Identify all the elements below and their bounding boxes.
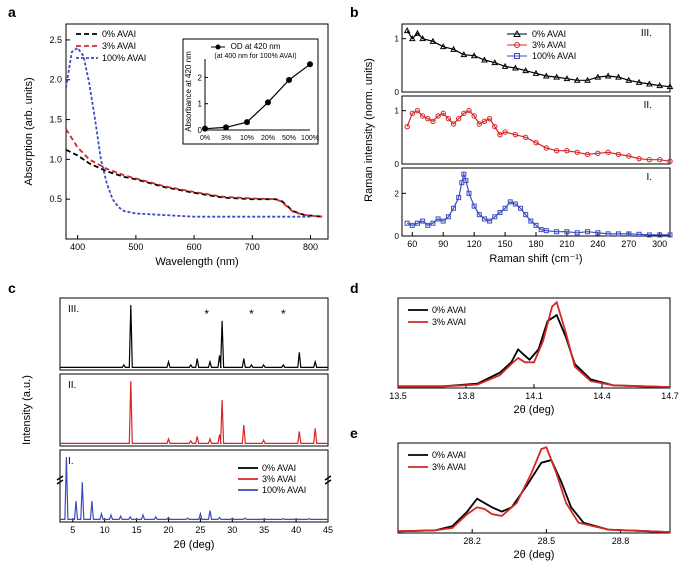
- svg-text:500: 500: [128, 242, 143, 252]
- svg-text:28.8: 28.8: [612, 536, 630, 546]
- svg-text:I.: I.: [646, 172, 652, 183]
- svg-text:III.: III.: [641, 28, 652, 39]
- svg-text:0%: 0%: [200, 135, 210, 142]
- svg-text:14.7: 14.7: [661, 391, 679, 401]
- svg-text:*: *: [204, 307, 209, 321]
- svg-text:OD at 420 nm: OD at 420 nm: [231, 42, 281, 51]
- svg-text:60: 60: [407, 239, 417, 249]
- svg-text:40: 40: [291, 525, 301, 535]
- panel-d-chart: 13.5 13.8 14.1 14.4 14.7 2θ (deg) 0% AVAI 3% AV…: [360, 290, 680, 420]
- svg-text:3%: 3%: [221, 135, 231, 142]
- panel-d-label: d: [350, 280, 359, 296]
- panel-b-chart: III. 1 0 II. 1 0 I. 2 0 60 90 120 150 180 210 240 270 300…: [360, 14, 680, 269]
- svg-text:0: 0: [198, 126, 203, 135]
- svg-text:100%: 100%: [301, 135, 319, 142]
- svg-text:3% AVAI: 3% AVAI: [432, 462, 466, 472]
- svg-text:3% AVAI: 3% AVAI: [262, 474, 296, 484]
- svg-text:100% AVAI: 100% AVAI: [102, 53, 146, 63]
- svg-text:III.: III.: [68, 304, 79, 315]
- svg-text:0: 0: [395, 232, 400, 241]
- svg-text:5: 5: [70, 525, 75, 535]
- svg-text:100% AVAI: 100% AVAI: [532, 51, 576, 61]
- svg-text:1: 1: [395, 35, 400, 44]
- svg-text:Wavelength (nm): Wavelength (nm): [155, 256, 238, 268]
- svg-text:2θ (deg): 2θ (deg): [514, 404, 555, 416]
- svg-text:10%: 10%: [240, 135, 254, 142]
- svg-text:0% AVAI: 0% AVAI: [532, 29, 566, 39]
- svg-text:2θ (deg): 2θ (deg): [174, 539, 215, 551]
- svg-text:1.0: 1.0: [49, 154, 62, 164]
- svg-text:II.: II.: [644, 100, 652, 111]
- svg-text:100% AVAI: 100% AVAI: [262, 485, 306, 495]
- svg-text:13.8: 13.8: [457, 391, 475, 401]
- svg-text:300: 300: [652, 239, 667, 249]
- svg-text:90: 90: [438, 239, 448, 249]
- svg-text:0: 0: [395, 160, 400, 169]
- svg-text:0.5: 0.5: [49, 194, 62, 204]
- svg-text:120: 120: [467, 239, 482, 249]
- svg-text:I.: I.: [68, 456, 74, 467]
- svg-text:Intensity (a.u.): Intensity (a.u.): [21, 375, 33, 445]
- svg-text:1: 1: [198, 100, 203, 109]
- svg-text:0% AVAI: 0% AVAI: [262, 463, 296, 473]
- svg-text:Raman intensity (norm. units): Raman intensity (norm. units): [363, 58, 375, 202]
- svg-text:3% AVAI: 3% AVAI: [532, 40, 566, 50]
- panel-e-chart: 28.2 28.5 28.8 2θ (deg) 0% AVAI 3% AVAI: [360, 435, 680, 565]
- svg-text:20%: 20%: [261, 135, 275, 142]
- svg-text:Absorption (arb. units): Absorption (arb. units): [23, 77, 35, 185]
- svg-text:400: 400: [70, 242, 85, 252]
- svg-text:0% AVAI: 0% AVAI: [432, 305, 466, 315]
- svg-text:25: 25: [195, 525, 205, 535]
- svg-text:35: 35: [259, 525, 269, 535]
- svg-text:II.: II.: [68, 380, 76, 391]
- svg-text:1.5: 1.5: [49, 115, 62, 125]
- svg-text:*: *: [249, 307, 254, 321]
- svg-text:10: 10: [100, 525, 110, 535]
- svg-text:14.1: 14.1: [525, 391, 543, 401]
- svg-text:210: 210: [559, 239, 574, 249]
- svg-text:15: 15: [132, 525, 142, 535]
- panel-c-chart: III. * * * II. I. 5 10 15 20 25 30 35 40 45 2θ (deg) Int…: [18, 290, 338, 565]
- svg-text:800: 800: [303, 242, 318, 252]
- svg-text:0% AVAI: 0% AVAI: [432, 450, 466, 460]
- svg-text:600: 600: [187, 242, 202, 252]
- svg-text:28.5: 28.5: [538, 536, 556, 546]
- svg-text:240: 240: [590, 239, 605, 249]
- svg-text:*: *: [281, 307, 286, 321]
- svg-text:3% AVAI: 3% AVAI: [432, 317, 466, 327]
- svg-text:50%: 50%: [282, 135, 296, 142]
- svg-text:2.5: 2.5: [49, 35, 62, 45]
- panel-e-label: e: [350, 425, 358, 441]
- svg-text:270: 270: [621, 239, 636, 249]
- svg-text:28.2: 28.2: [463, 536, 481, 546]
- svg-text:30: 30: [227, 525, 237, 535]
- panel-b-label: b: [350, 4, 359, 20]
- svg-text:Raman shift (cm⁻¹): Raman shift (cm⁻¹): [489, 253, 582, 265]
- svg-text:180: 180: [528, 239, 543, 249]
- svg-text:Absorbance at 420 nm: Absorbance at 420 nm: [184, 51, 193, 132]
- svg-text:13.5: 13.5: [389, 391, 407, 401]
- svg-text:2: 2: [395, 189, 400, 198]
- svg-text:2.0: 2.0: [49, 75, 62, 85]
- svg-text:45: 45: [323, 525, 333, 535]
- panel-a-chart: 400 500 600 700 800 0.5 1.0 1.5 2.0 2.5 Wavelength…: [18, 14, 338, 269]
- svg-text:1: 1: [395, 107, 400, 116]
- svg-text:14.4: 14.4: [593, 391, 611, 401]
- svg-text:3% AVAI: 3% AVAI: [102, 41, 136, 51]
- svg-text:150: 150: [498, 239, 513, 249]
- svg-text:(at 400 nm for 100% AVAI): (at 400 nm for 100% AVAI): [214, 53, 296, 60]
- svg-text:2θ (deg): 2θ (deg): [514, 549, 555, 561]
- panel-a-label: a: [8, 4, 16, 20]
- svg-text:2: 2: [198, 73, 203, 82]
- panel-c-label: c: [8, 280, 16, 296]
- svg-text:700: 700: [245, 242, 260, 252]
- svg-text:20: 20: [163, 525, 173, 535]
- svg-text:0% AVAI: 0% AVAI: [102, 29, 136, 39]
- svg-text:0: 0: [395, 88, 400, 97]
